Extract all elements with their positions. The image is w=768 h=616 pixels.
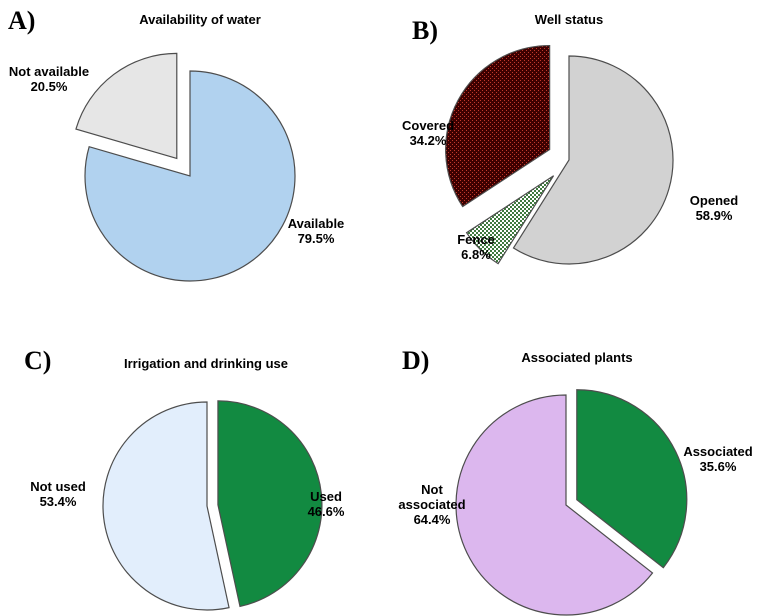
panel-a: A) Availability of water Available 79.5% N… <box>0 0 384 308</box>
pie-slice-not-available <box>75 52 178 160</box>
slice-label-not-associated: Not associated 64.4% <box>398 482 465 527</box>
panel-c: C) Irrigation and drinking use Used 46.6%… <box>0 308 384 616</box>
panel-letter: A) <box>8 6 36 35</box>
panel-letter: C) <box>24 346 52 375</box>
pie-slice-associated <box>576 389 688 569</box>
slice-label-used: Used 46.6% <box>308 489 345 519</box>
pie-slice-not-used <box>102 401 230 611</box>
pie-slice-available <box>84 70 296 282</box>
slice-label-not-available: Not available 20.5% <box>9 64 89 94</box>
panel-b: B) Well status Opened 58.9% Fence 6.8% Cover… <box>384 0 768 308</box>
pie-chart-d: Associated 35.6% Not associated 64.4% <box>398 389 753 616</box>
pie-slice-used <box>217 400 323 608</box>
pie-slice-fence <box>465 175 555 265</box>
slice-label-associated: Associated 35.6% <box>683 444 752 474</box>
chart-title: Availability of water <box>139 12 261 27</box>
chart-title: Associated plants <box>521 350 633 365</box>
pie-slice-not-associated <box>455 394 654 616</box>
chart-title: Irrigation and drinking use <box>124 356 288 371</box>
chart-title: Well status <box>534 12 604 27</box>
pie-slice-covered <box>445 44 551 208</box>
slice-label-not-used: Not used 53.4% <box>30 479 86 509</box>
panel-letter: D) <box>402 346 430 375</box>
pie-chart-b: Opened 58.9% Fence 6.8% Covered 34.2% <box>402 44 738 265</box>
panel-d: D) Associated plants Associated 35.6% Not a… <box>384 308 768 616</box>
slice-label-covered: Covered 34.2% <box>402 118 454 148</box>
slice-label-available: Available 79.5% <box>288 216 345 246</box>
pie-chart-a: Available 79.5% Not available 20.5% <box>9 52 345 282</box>
slice-label-fence: Fence 6.8% <box>457 232 495 262</box>
pie-chart-c: Used 46.6% Not used 53.4% <box>30 400 345 611</box>
panel-letter: B) <box>412 16 438 45</box>
slice-label-opened: Opened 58.9% <box>690 193 738 223</box>
pie-slice-opened <box>512 55 674 265</box>
